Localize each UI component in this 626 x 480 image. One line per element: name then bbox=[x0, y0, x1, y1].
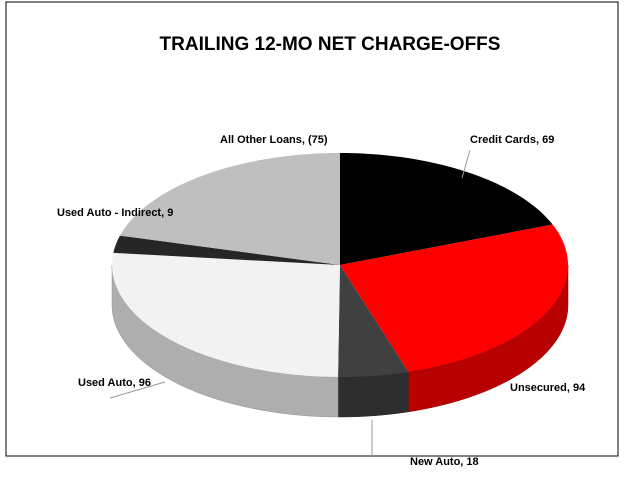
pie-sides bbox=[111, 264, 569, 418]
data-label: Used Auto - Indirect, 9 bbox=[57, 207, 173, 219]
slice bbox=[113, 235, 341, 265]
slice-side bbox=[337, 371, 409, 418]
data-label: Credit Cards, 69 bbox=[470, 134, 554, 146]
pie-tops bbox=[112, 153, 568, 377]
data-label: Unsecured, 94 bbox=[510, 382, 586, 394]
chart-title: TRAILING 12-MO NET CHARGE-OFFS bbox=[160, 34, 501, 55]
leader-line bbox=[109, 381, 166, 399]
slice bbox=[119, 153, 340, 265]
data-label: New Auto, 18 bbox=[410, 456, 479, 468]
data-label: Used Auto, 96 bbox=[78, 377, 151, 389]
leader-line bbox=[461, 149, 471, 179]
slice bbox=[338, 265, 409, 377]
data-labels: Credit Cards, 69 Unsecured, 94 New Auto, 1… bbox=[57, 134, 586, 468]
slice bbox=[112, 252, 340, 377]
slice bbox=[340, 153, 553, 265]
slice bbox=[340, 224, 568, 372]
data-label: All Other Loans, (75) bbox=[220, 134, 328, 146]
